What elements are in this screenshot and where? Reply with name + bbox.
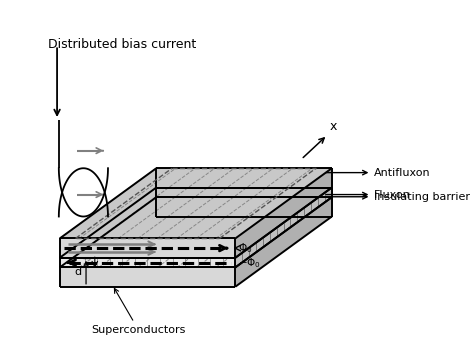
Text: Antifluxon: Antifluxon	[374, 168, 430, 178]
Polygon shape	[60, 267, 235, 287]
Text: $-\Phi_0$: $-\Phi_0$	[238, 256, 261, 269]
Polygon shape	[235, 187, 332, 267]
Polygon shape	[60, 197, 332, 267]
Polygon shape	[60, 187, 332, 258]
Text: x: x	[330, 120, 337, 133]
Polygon shape	[60, 239, 235, 258]
Text: Distributed bias current: Distributed bias current	[48, 38, 197, 51]
Text: Fluxon: Fluxon	[374, 190, 411, 200]
Polygon shape	[235, 168, 332, 258]
Polygon shape	[235, 197, 332, 287]
Text: d: d	[74, 267, 82, 277]
Text: Superconductors: Superconductors	[91, 289, 186, 335]
Polygon shape	[60, 168, 332, 239]
Text: $\Phi_0$: $\Phi_0$	[238, 241, 252, 255]
Text: Insulating barrier: Insulating barrier	[374, 192, 470, 202]
Polygon shape	[60, 258, 235, 267]
